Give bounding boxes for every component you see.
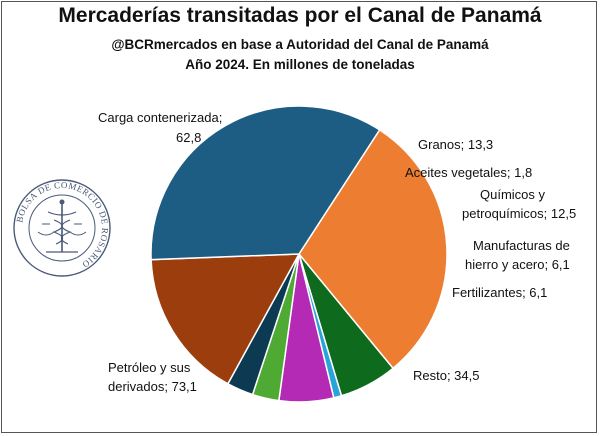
slice-label-line: petroquímicos; 12,5 [462,206,576,221]
slice-label-line: derivados; 73,1 [108,379,197,394]
chart-subtitle-units: Año 2024. En millones de toneladas [185,57,415,72]
pie-slice-resto [150,253,301,385]
slice-label-line: Aceites vegetales; 1,8 [405,165,532,180]
slice-label-aceites: Aceites vegetales; 1,8 [405,165,532,180]
slice-label-line: Granos; 13,3 [418,137,493,152]
pie-slices [150,105,448,403]
pie-slice-carga [298,128,448,370]
slice-label-granos: Granos; 13,3 [418,137,493,152]
slice-label-line: Manufacturas de [473,238,570,253]
slice-label-petroleo: Petróleo y sus derivados; 73,1 [108,360,197,394]
slice-label-carga: Carga contenerizada; 62,8 [98,110,222,145]
slice-label-line: Fertilizantes; 6,1 [452,285,547,300]
slice-label-line: Carga contenerizada; [98,110,222,125]
slice-label-line: Petróleo y sus [108,360,191,375]
chart-subtitle: @BCRmercados en base a Autoridad del Can… [111,37,489,52]
slice-label-quimicos: Químicos y petroquímicos; 12,5 [462,187,576,221]
slice-label-manufacturas: Manufacturas de hierro y acero; 6,1 [465,238,570,272]
slice-label-resto: Resto; 34,5 [413,368,480,383]
slice-label-line: Químicos y [480,187,546,202]
pie-labels: Carga contenerizada; 62,8 Granos; 13,3 Acei… [98,110,576,394]
bcr-seal-logo: BOLSA DE COMERCIO DE ROSARIO [13,179,111,277]
chart-title: Mercaderías transitadas por el Canal de … [58,4,542,27]
slice-label-line: 62,8 [176,130,201,145]
slice-label-line: Resto; 34,5 [413,368,480,383]
slice-label-fertilizantes: Fertilizantes; 6,1 [452,285,547,300]
slice-label-line: hierro y acero; 6,1 [465,257,570,272]
pie-slice-petroleo [150,105,381,261]
